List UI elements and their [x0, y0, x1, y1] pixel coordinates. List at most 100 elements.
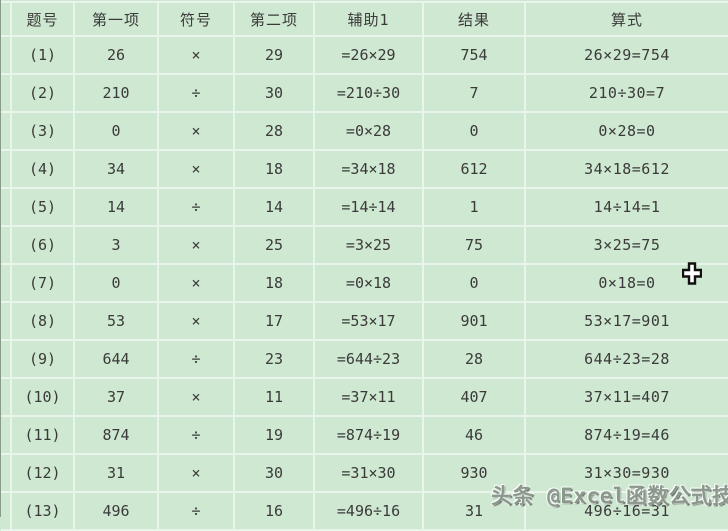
cell-helper-formula[interactable]: =3×25	[314, 226, 424, 265]
cell-second-term[interactable]: 28	[234, 112, 315, 151]
cell-operator[interactable]: ÷	[158, 74, 235, 113]
cell-first-term[interactable]: 874	[74, 416, 159, 455]
cell-problem-no[interactable]: (9)	[11, 340, 75, 379]
cell-operator[interactable]: ×	[158, 150, 235, 189]
cell-result[interactable]: 75	[423, 226, 526, 265]
cell-first-term[interactable]: 0	[74, 112, 159, 151]
cell-first-term[interactable]: 3	[74, 226, 159, 265]
cell-problem-no[interactable]: (5)	[11, 188, 75, 227]
cell-formula-text[interactable]: 0×28=0	[525, 112, 728, 151]
cell-spacer[interactable]	[1, 378, 12, 417]
cell-first-term[interactable]: 644	[74, 340, 159, 379]
cell-helper-formula[interactable]: =31×30	[314, 454, 424, 493]
cell-operator[interactable]: ×	[158, 112, 235, 151]
cell-result[interactable]: 0	[423, 112, 526, 151]
cell-second-term[interactable]: 11	[234, 378, 315, 417]
cell-helper-formula[interactable]: =496÷16	[314, 492, 424, 531]
header-formula[interactable]: 算式	[525, 3, 728, 37]
cell-second-term[interactable]: 29	[234, 36, 315, 75]
cell-helper-formula[interactable]: =874÷19	[314, 416, 424, 455]
cell-problem-no[interactable]: (2)	[11, 74, 75, 113]
cell-second-term[interactable]: 16	[234, 492, 315, 531]
cell-operator[interactable]: ×	[158, 226, 235, 265]
cell-result[interactable]: 407	[423, 378, 526, 417]
cell-second-term[interactable]: 23	[234, 340, 315, 379]
cell-operator[interactable]: ×	[158, 454, 235, 493]
cell-formula-text[interactable]: 34×18=612	[525, 150, 728, 189]
cell-helper-formula[interactable]: =34×18	[314, 150, 424, 189]
cell-formula-text[interactable]: 496÷16=31	[525, 492, 728, 531]
cell-problem-no[interactable]: (13)	[11, 492, 75, 531]
cell-helper-formula[interactable]: =0×18	[314, 264, 424, 303]
cell-formula-text[interactable]: 210÷30=7	[525, 74, 728, 113]
cell-formula-text[interactable]: 3×25=75	[525, 226, 728, 265]
cell-result[interactable]: 1	[423, 188, 526, 227]
cell-problem-no[interactable]: (3)	[11, 112, 75, 151]
cell-problem-no[interactable]: (6)	[11, 226, 75, 265]
cell-spacer[interactable]	[1, 302, 12, 341]
cell-first-term[interactable]: 34	[74, 150, 159, 189]
cell-result[interactable]: 754	[423, 36, 526, 75]
cell-operator[interactable]: ×	[158, 302, 235, 341]
cell-helper-formula[interactable]: =644÷23	[314, 340, 424, 379]
cell-spacer[interactable]	[1, 36, 12, 75]
cell-second-term[interactable]: 18	[234, 150, 315, 189]
cell-problem-no[interactable]: (8)	[11, 302, 75, 341]
cell-formula-text[interactable]: 644÷23=28	[525, 340, 728, 379]
header-second-term[interactable]: 第二项	[234, 3, 315, 37]
cell-operator[interactable]: ÷	[158, 340, 235, 379]
cell-spacer[interactable]	[1, 150, 12, 189]
cell-operator[interactable]: ×	[158, 378, 235, 417]
cell-helper-formula[interactable]: =37×11	[314, 378, 424, 417]
cell-spacer[interactable]	[1, 264, 12, 303]
cell-formula-text[interactable]: 37×11=407	[525, 378, 728, 417]
header-helper[interactable]: 辅助1	[314, 3, 424, 37]
cell-second-term[interactable]: 30	[234, 454, 315, 493]
header-problem-no[interactable]: 题号	[11, 3, 75, 37]
cell-operator[interactable]: ÷	[158, 492, 235, 531]
cell-result[interactable]: 0	[423, 264, 526, 303]
cell-formula-text[interactable]: 26×29=754	[525, 36, 728, 75]
cell-operator[interactable]: ×	[158, 36, 235, 75]
cell-helper-formula[interactable]: =53×17	[314, 302, 424, 341]
header-spacer-cell[interactable]	[1, 3, 12, 37]
cell-operator[interactable]: ×	[158, 264, 235, 303]
cell-first-term[interactable]: 0	[74, 264, 159, 303]
cell-operator[interactable]: ÷	[158, 416, 235, 455]
cell-first-term[interactable]: 14	[74, 188, 159, 227]
cell-problem-no[interactable]: (11)	[11, 416, 75, 455]
cell-spacer[interactable]	[1, 492, 12, 531]
cell-problem-no[interactable]: (1)	[11, 36, 75, 75]
cell-formula-text[interactable]: 53×17=901	[525, 302, 728, 341]
cell-result[interactable]: 901	[423, 302, 526, 341]
cell-helper-formula[interactable]: =0×28	[314, 112, 424, 151]
cell-formula-text[interactable]: 874÷19=46	[525, 416, 728, 455]
cell-problem-no[interactable]: (4)	[11, 150, 75, 189]
cell-spacer[interactable]	[1, 340, 12, 379]
cell-helper-formula[interactable]: =26×29	[314, 36, 424, 75]
cell-first-term[interactable]: 31	[74, 454, 159, 493]
cell-helper-formula[interactable]: =210÷30	[314, 74, 424, 113]
cell-second-term[interactable]: 19	[234, 416, 315, 455]
cell-problem-no[interactable]: (10)	[11, 378, 75, 417]
cell-spacer[interactable]	[1, 454, 12, 493]
cell-result[interactable]: 930	[423, 454, 526, 493]
cell-first-term[interactable]: 210	[74, 74, 159, 113]
cell-first-term[interactable]: 53	[74, 302, 159, 341]
cell-result[interactable]: 28	[423, 340, 526, 379]
cell-second-term[interactable]: 30	[234, 74, 315, 113]
cell-operator[interactable]: ÷	[158, 188, 235, 227]
cell-second-term[interactable]: 25	[234, 226, 315, 265]
header-operator[interactable]: 符号	[158, 3, 235, 37]
cell-problem-no[interactable]: (12)	[11, 454, 75, 493]
cell-second-term[interactable]: 14	[234, 188, 315, 227]
header-first-term[interactable]: 第一项	[74, 3, 159, 37]
cell-formula-text[interactable]: 31×30=930	[525, 454, 728, 493]
cell-result[interactable]: 31	[423, 492, 526, 531]
cell-spacer[interactable]	[1, 112, 12, 151]
cell-spacer[interactable]	[1, 416, 12, 455]
cell-formula-text[interactable]: 14÷14=1	[525, 188, 728, 227]
cell-spacer[interactable]	[1, 74, 12, 113]
cell-spacer[interactable]	[1, 226, 12, 265]
cell-second-term[interactable]: 18	[234, 264, 315, 303]
